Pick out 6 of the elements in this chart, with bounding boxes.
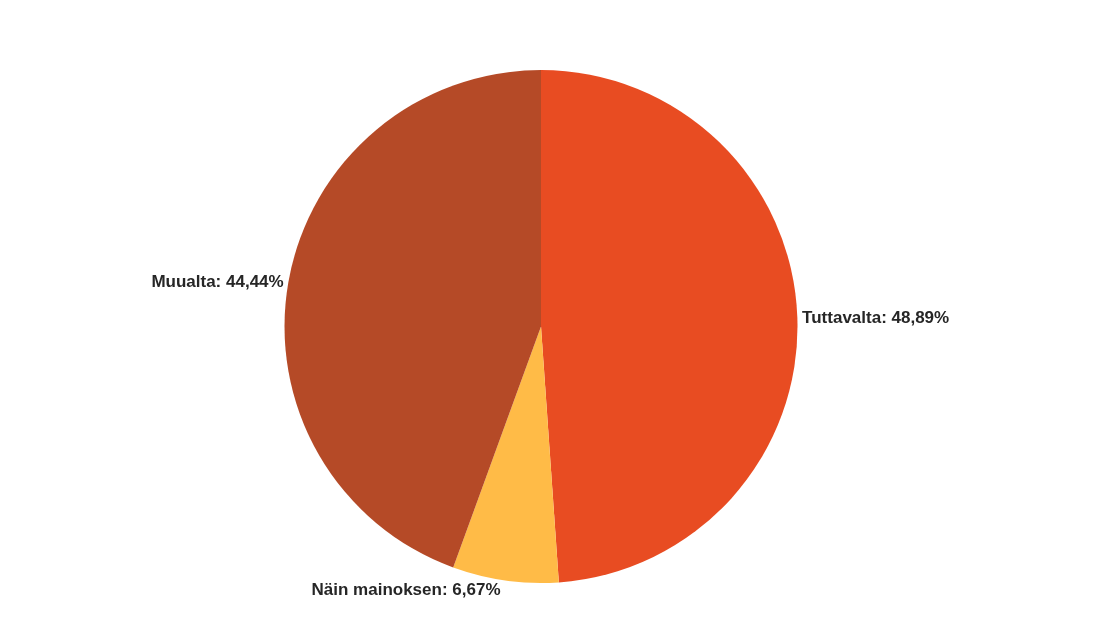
pie-slice	[541, 70, 798, 583]
pie-slice	[284, 70, 541, 568]
pie-slice	[453, 326, 559, 583]
slice-label: Tuttavalta: 48,89%	[802, 308, 950, 328]
slice-label: Muualta: 44,44%	[151, 272, 284, 292]
slice-label: Näin mainoksen: 6,67%	[311, 580, 501, 600]
